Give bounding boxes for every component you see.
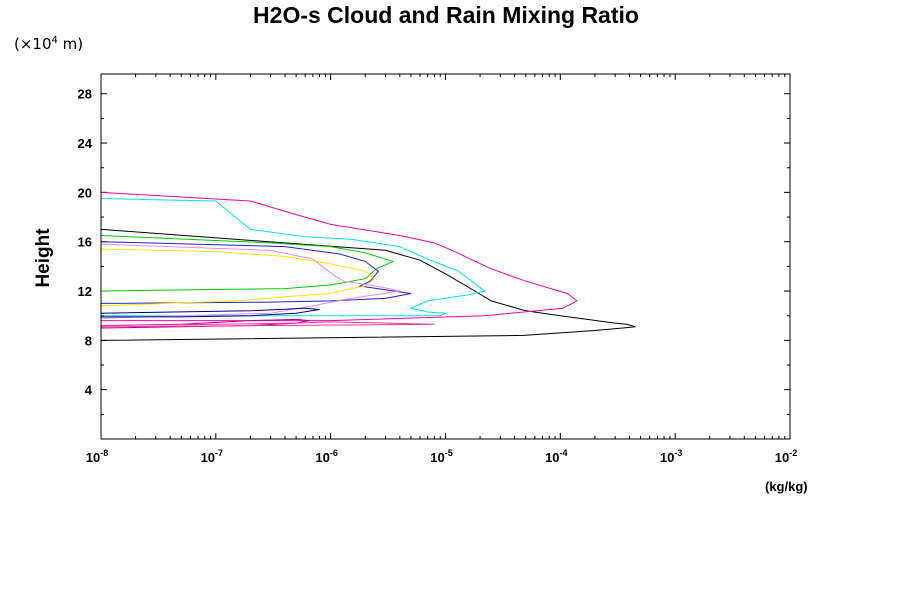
- y-tick-label: 20: [78, 185, 92, 200]
- plot-frame: [100, 73, 791, 440]
- y-unit-exponent: 4: [52, 35, 58, 46]
- x-tick-label: 10-7: [201, 448, 223, 465]
- series-line-2: [100, 191, 579, 322]
- x-axis-unit: (kg/kg): [765, 479, 808, 494]
- x-tick-label: 10-8: [86, 448, 108, 465]
- y-tick-label: 24: [78, 136, 93, 151]
- tick-labels: 10-8 10-7 10-6 10-5 10-4 10-3 10-2 4 8 12 16 20 24 28: [78, 87, 798, 465]
- series-line-1: [100, 228, 636, 341]
- y-unit-prefix: (×10: [14, 35, 52, 53]
- y-tick-label: 12: [78, 284, 92, 299]
- y-tick-label: 28: [78, 87, 92, 102]
- series-group: [100, 191, 636, 341]
- series-line-5: [100, 241, 411, 304]
- x-tick-label: 10-2: [775, 448, 797, 465]
- series-line-3: [100, 198, 486, 317]
- chart-title: H2O-s Cloud and Rain Mixing Ratio: [253, 2, 639, 28]
- axis-ticks: [100, 74, 791, 439]
- series-line-10: [100, 321, 435, 328]
- series-line-8: [100, 307, 320, 318]
- x-tick-label: 10-3: [660, 448, 682, 465]
- y-tick-label: 16: [78, 235, 92, 250]
- series-line-4: [100, 235, 395, 292]
- y-axis-label: Height: [33, 228, 54, 288]
- x-tick-label: 10-4: [545, 448, 567, 465]
- series-line-7: [100, 243, 400, 319]
- series-line-6: [100, 248, 376, 307]
- y-unit-suffix: m): [58, 35, 83, 53]
- y-tick-label: 4: [85, 383, 93, 398]
- x-tick-label: 10-5: [430, 448, 452, 465]
- y-tick-label: 8: [85, 333, 92, 348]
- y-unit-label: (×104 m): [14, 35, 83, 53]
- x-tick-label: 10-6: [315, 448, 337, 465]
